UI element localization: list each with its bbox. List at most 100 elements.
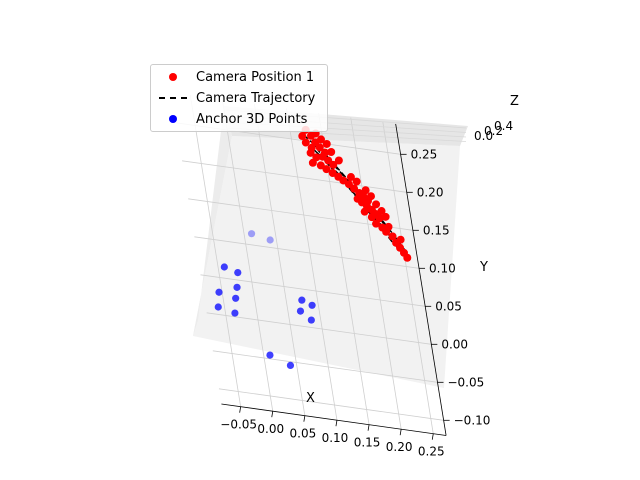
camera-position-point [396, 235, 405, 244]
anchor-point [231, 309, 239, 317]
y-tick-label: 0.00 [441, 337, 468, 351]
anchor-point [234, 269, 242, 277]
x-tick-label: −0.05 [220, 418, 257, 432]
anchor-point [247, 230, 256, 238]
y-tick-label: −0.10 [454, 413, 491, 427]
dashed-line-marker-icon [159, 97, 187, 99]
x-grid-line [254, 104, 306, 416]
anchor-point [307, 316, 315, 324]
x-grid-line [350, 117, 402, 430]
legend-item-camera-trajectory: Camera Trajectory [159, 88, 315, 108]
anchor-point [266, 351, 274, 359]
y-grid-line [194, 236, 420, 269]
x-tick-mark [367, 424, 370, 431]
anchor-point [233, 283, 241, 291]
x-tick-label: 0.25 [418, 445, 445, 459]
x-tick-label: 0.20 [386, 440, 413, 454]
camera-position-point [377, 207, 386, 216]
x-grid-line [286, 108, 338, 421]
y-tick-label: 0.25 [411, 147, 438, 161]
anchor-point [232, 294, 240, 302]
camera-position-point [353, 194, 362, 203]
anchor-point [298, 296, 306, 304]
x-tick-mark [399, 429, 402, 436]
x-axis-label: X [306, 391, 315, 406]
y-grid-line [212, 350, 438, 383]
x-tick-label: 0.00 [257, 422, 284, 436]
camera-position-point [372, 200, 381, 209]
camera-position-point [328, 169, 337, 178]
z-tick-label: 0.2 [484, 124, 503, 138]
camera-position-point [322, 139, 331, 148]
anchor-points-series [214, 230, 316, 369]
y-axis-label: Y [479, 260, 488, 275]
tick-labels: −0.05 0.00 0.05 0.10 0.15 0.20 0.25−0.10−0.050… [220, 119, 513, 459]
anchor-point [214, 303, 222, 311]
camera-position-point [318, 152, 327, 161]
anchor-point [286, 361, 295, 369]
y-tick-label: 0.10 [429, 261, 456, 275]
camera-position-point [315, 143, 324, 152]
camera-position-point [381, 212, 390, 221]
y-grid-line [206, 312, 432, 345]
x-tick-label: 0.10 [322, 431, 349, 445]
camera-position-point [311, 138, 320, 147]
anchor-point [308, 301, 316, 309]
z-axis-label: Z [510, 94, 519, 109]
back-pane [193, 136, 460, 388]
camera-position-point [339, 176, 348, 185]
x-grid-line [221, 99, 274, 412]
legend-label: Camera Trajectory [196, 90, 316, 106]
legend-item-anchor-points: Anchor 3D Points [159, 109, 307, 129]
blue-dot-marker-icon [169, 115, 177, 123]
x-grid-line [318, 113, 370, 425]
y-axis-line [395, 123, 447, 436]
anchor-point [215, 288, 223, 296]
camera-position-point [367, 213, 376, 222]
camera-position-point [308, 158, 317, 167]
x-tick-label: 0.05 [290, 427, 317, 441]
z-tick-label: 0.0 [474, 129, 493, 143]
legend-item-camera-position: Camera Position 1 [159, 67, 314, 87]
camera-position-point [403, 253, 412, 262]
camera-position-point [372, 219, 381, 228]
camera-position-point [316, 161, 325, 170]
y-tick-label: 0.20 [417, 185, 444, 199]
x-tick-mark [431, 433, 434, 440]
camera-position-point [388, 232, 397, 241]
camera-position-point [298, 132, 307, 141]
x-tick-mark [303, 415, 306, 422]
legend-label: Camera Position 1 [196, 69, 315, 85]
x-tick-label: 0.15 [354, 436, 381, 450]
camera-position-point [346, 173, 355, 182]
x-grid-line [189, 95, 242, 407]
camera-position-point [352, 177, 361, 186]
camera-position-point [360, 207, 369, 216]
legend: Camera Position 1 Camera Trajectory Anch… [150, 64, 328, 132]
camera-position-point [361, 186, 370, 195]
x-tick-mark [239, 406, 242, 413]
z-tick-label: 0.4 [494, 119, 513, 133]
x-grid-line [382, 122, 434, 434]
y-tick-label: −0.05 [447, 375, 484, 389]
y-grid-line [200, 274, 426, 307]
camera-position-point [366, 192, 375, 201]
red-dot-marker-icon [169, 73, 177, 81]
camera-position-point [322, 165, 331, 174]
y-tick-label: 0.05 [435, 299, 462, 313]
x-tick-mark [335, 420, 338, 427]
legend-label: Anchor 3D Points [196, 111, 308, 127]
camera-position-point [301, 138, 310, 147]
x-axis-line [221, 403, 447, 436]
y-grid-line [181, 160, 407, 193]
x-tick-mark [271, 411, 274, 418]
camera-position-point [334, 156, 343, 165]
y-grid-line [218, 388, 444, 421]
camera-position-point [327, 148, 336, 156]
axes [221, 123, 450, 440]
y-tick-label: 0.15 [423, 223, 450, 237]
left-pane [193, 106, 232, 336]
anchor-point [266, 236, 274, 244]
camera-position-point [329, 160, 338, 169]
anchor-point [220, 263, 228, 271]
